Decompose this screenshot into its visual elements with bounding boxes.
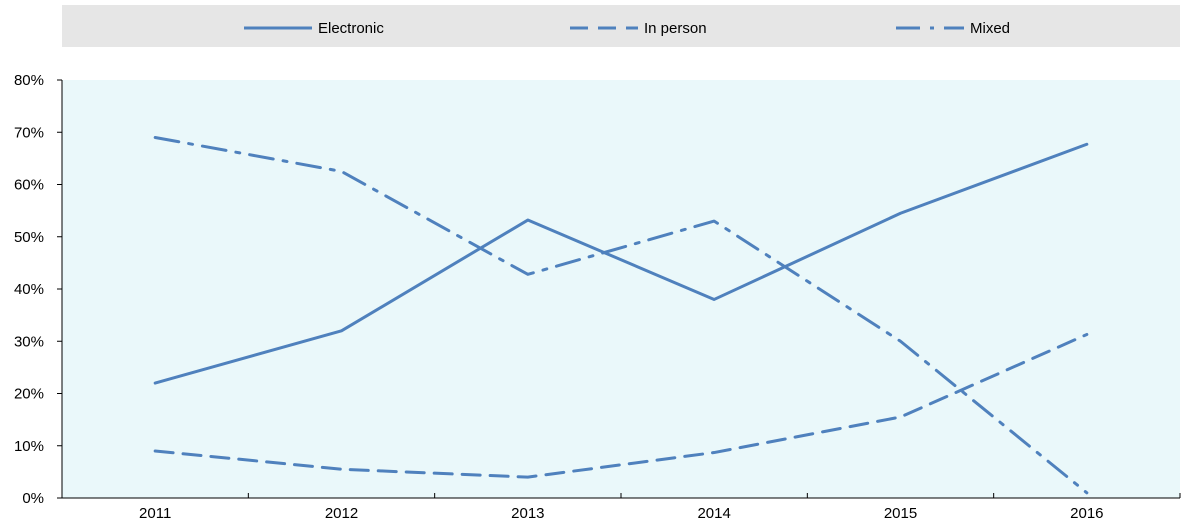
legend-label: In person	[644, 20, 707, 37]
series-line-electronic	[153, 142, 1089, 385]
plot-area	[62, 80, 1180, 498]
y-tick-label: 40%	[14, 281, 44, 298]
series-line-in-person	[153, 332, 1089, 479]
series-lines	[153, 135, 1089, 495]
series-line-mixed	[153, 135, 1089, 495]
y-tick-label: 80%	[14, 72, 44, 89]
x-tick-label: 2012	[325, 505, 358, 522]
legend-label: Mixed	[970, 20, 1010, 37]
y-tick-label: 10%	[14, 438, 44, 455]
y-tick-label: 0%	[22, 490, 44, 507]
x-tick-label: 2014	[697, 505, 730, 522]
x-tick-label: 2011	[139, 505, 171, 522]
y-tick-label: 20%	[14, 386, 44, 403]
y-tick-label: 30%	[14, 333, 44, 350]
legend-label: Electronic	[318, 20, 384, 37]
legend-box	[62, 5, 1180, 47]
x-axis: 2011 2012 2013 2014 2015 2016	[61, 493, 1181, 522]
y-tick-label: 50%	[14, 229, 44, 246]
x-tick-label: 2016	[1070, 505, 1103, 522]
y-axis: 0% 10% 20% 30% 40% 50% 60% 70% 80%	[14, 72, 63, 507]
y-tick-label: 70%	[14, 124, 44, 141]
x-tick-label: 2013	[511, 505, 544, 522]
x-tick-label: 2015	[884, 505, 917, 522]
legend: Electronic In person Mixed	[244, 20, 1010, 37]
y-tick-label: 60%	[14, 177, 44, 194]
